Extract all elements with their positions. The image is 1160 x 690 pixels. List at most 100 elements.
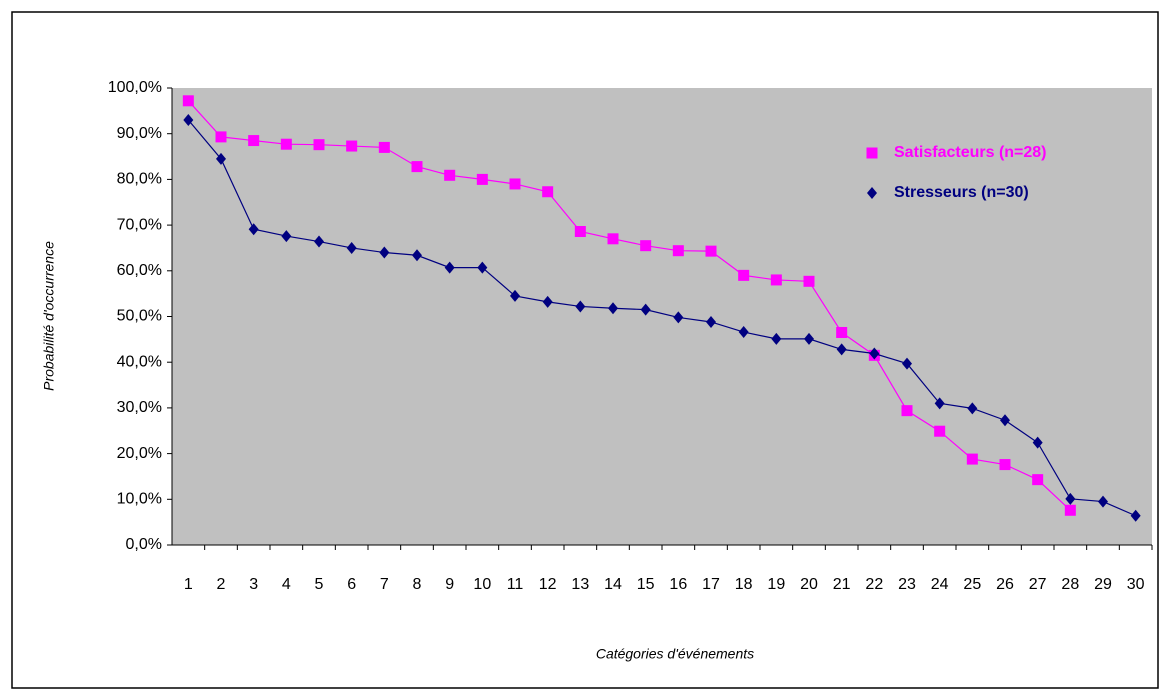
data-point xyxy=(1130,509,1141,522)
x-tick-label: 24 xyxy=(931,576,949,593)
x-axis-label: Catégories d'événements xyxy=(596,646,754,662)
data-point xyxy=(411,161,423,173)
data-point xyxy=(444,169,456,181)
y-tick-label: 20,0% xyxy=(117,445,162,462)
data-point xyxy=(476,173,488,185)
x-tick-label: 12 xyxy=(539,576,557,593)
data-point xyxy=(281,230,292,243)
x-tick-label: 5 xyxy=(315,576,324,593)
data-point xyxy=(280,138,292,150)
data-point xyxy=(770,274,782,286)
y-tick-label: 70,0% xyxy=(117,216,162,233)
data-point xyxy=(608,302,618,315)
data-point xyxy=(542,186,554,198)
data-point xyxy=(248,223,259,236)
x-tick-label: 17 xyxy=(702,576,720,593)
x-tick-label: 8 xyxy=(413,576,422,593)
data-point xyxy=(771,332,782,345)
data-point xyxy=(1064,504,1076,516)
series-line xyxy=(187,100,1071,511)
x-tick-label: 9 xyxy=(445,576,454,593)
legend-marker xyxy=(866,147,878,159)
data-point xyxy=(1032,474,1044,486)
x-tick-label: 29 xyxy=(1094,576,1112,593)
data-point xyxy=(966,453,978,465)
y-tick-label: 50,0% xyxy=(117,308,162,325)
data-point xyxy=(738,326,749,339)
x-tick-label: 10 xyxy=(473,576,491,593)
data-point xyxy=(804,332,814,345)
x-tick-label: 21 xyxy=(833,576,851,593)
data-point xyxy=(1098,495,1108,508)
data-point xyxy=(673,311,684,324)
data-point xyxy=(901,405,913,417)
x-tick-label: 28 xyxy=(1061,576,1079,593)
data-point xyxy=(183,113,194,126)
data-point xyxy=(510,289,520,302)
x-tick-label: 25 xyxy=(963,576,981,593)
data-point xyxy=(738,269,750,281)
data-point xyxy=(607,233,619,245)
x-tick-label: 19 xyxy=(767,576,785,593)
x-tick-label: 18 xyxy=(735,576,753,593)
data-point xyxy=(836,326,848,338)
plot-area xyxy=(172,88,1152,545)
x-tick-label: 15 xyxy=(637,576,655,593)
x-tick-label: 14 xyxy=(604,576,622,593)
x-tick-label: 2 xyxy=(217,576,226,593)
data-point xyxy=(509,178,521,190)
data-point xyxy=(803,275,815,287)
data-point xyxy=(640,303,651,316)
data-point xyxy=(967,402,978,415)
y-tick-label: 60,0% xyxy=(117,262,162,279)
legend-label: Stresseurs (n=30) xyxy=(894,184,1029,201)
data-point xyxy=(575,300,586,313)
data-point xyxy=(248,135,260,147)
data-point xyxy=(216,152,226,165)
data-point xyxy=(640,240,652,252)
data-point xyxy=(672,245,684,257)
data-point xyxy=(314,235,324,248)
legend-label: Satisfacteurs (n=28) xyxy=(894,144,1047,161)
data-point xyxy=(999,459,1011,471)
data-point xyxy=(313,139,325,151)
data-point xyxy=(902,357,912,370)
data-point xyxy=(1065,492,1076,505)
y-tick-label: 40,0% xyxy=(117,353,162,370)
data-point xyxy=(574,225,586,237)
data-point xyxy=(378,141,390,153)
x-tick-label: 30 xyxy=(1127,576,1145,593)
data-point xyxy=(934,425,946,437)
x-tick-label: 4 xyxy=(282,576,291,593)
x-tick-label: 11 xyxy=(507,576,524,593)
data-point xyxy=(215,131,227,143)
data-point xyxy=(412,249,422,262)
x-tick-label: 16 xyxy=(669,576,687,593)
legend-marker xyxy=(867,187,877,199)
data-point xyxy=(869,347,880,360)
x-tick-label: 27 xyxy=(1029,576,1047,593)
series-line xyxy=(187,119,1136,517)
y-tick-label: 90,0% xyxy=(117,125,162,142)
x-tick-label: 20 xyxy=(800,576,818,593)
y-tick-label: 0,0% xyxy=(126,536,162,553)
y-axis-label: Probabilité d'occurrence xyxy=(41,241,57,391)
y-tick-label: 100,0% xyxy=(108,79,162,96)
y-tick-label: 80,0% xyxy=(117,171,162,188)
data-point xyxy=(836,343,847,356)
data-point xyxy=(379,246,390,259)
data-point xyxy=(444,261,455,274)
x-tick-label: 23 xyxy=(898,576,916,593)
data-point xyxy=(1032,436,1043,449)
data-point xyxy=(182,95,194,107)
data-point xyxy=(477,261,488,274)
x-tick-label: 13 xyxy=(571,576,589,593)
x-tick-label: 26 xyxy=(996,576,1014,593)
data-point xyxy=(706,315,716,328)
y-tick-label: 30,0% xyxy=(117,399,162,416)
x-tick-label: 7 xyxy=(380,576,389,593)
y-tick-label: 10,0% xyxy=(117,491,162,508)
data-point xyxy=(1000,414,1010,427)
data-point xyxy=(542,295,553,308)
